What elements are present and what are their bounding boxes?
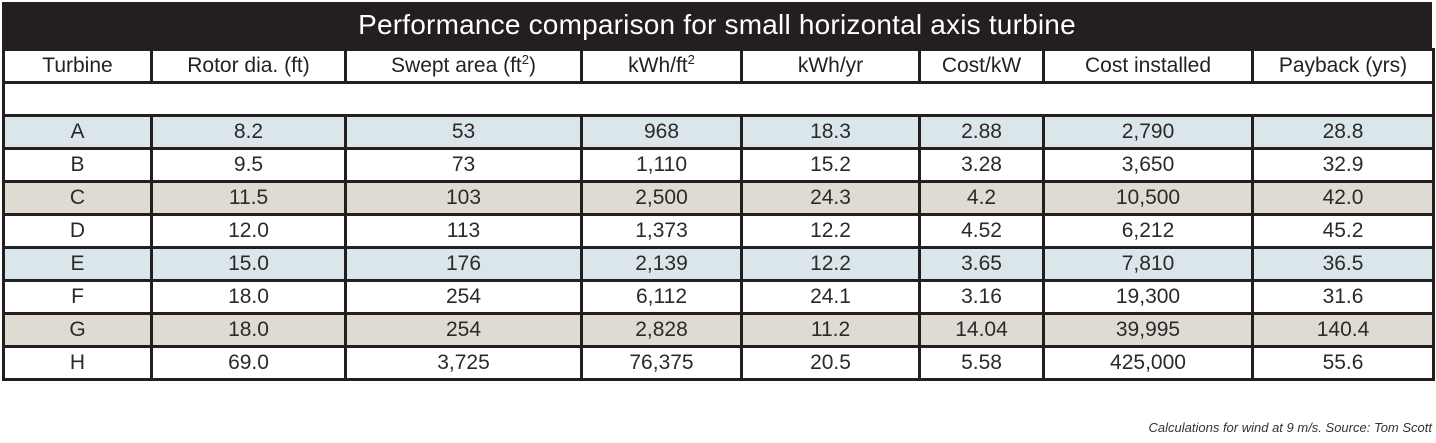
table-cell: 9.5 xyxy=(150,147,347,183)
table-cell: F xyxy=(2,279,153,315)
column-header-label: Cost/kW xyxy=(941,54,1022,77)
header-row: Turbine Rotor dia. (ft) Swept area (ft2) kW… xyxy=(2,48,1435,84)
column-header: Swept area (ft2) xyxy=(344,48,583,84)
table-row: A 8.2 53 968 18.3 2.88 2,790 28.8 xyxy=(2,114,1435,150)
table-cell: 19,300 xyxy=(1042,279,1254,315)
column-header-label: Cost installed xyxy=(1084,54,1212,77)
table-cell: 7,810 xyxy=(1042,246,1254,282)
column-header: kWh/yr xyxy=(740,48,921,84)
table-cell: 4.52 xyxy=(918,213,1045,249)
table-cell: 32.9 xyxy=(1251,147,1435,183)
table-cell: 4.2 xyxy=(918,180,1045,216)
table-cell: 3.65 xyxy=(918,246,1045,282)
turbine-comparison-table: Turbine Rotor dia. (ft) Swept area (ft2) kW… xyxy=(2,48,1435,381)
table-cell: B xyxy=(2,147,153,183)
table-cell: 53 xyxy=(344,114,583,150)
table-row: B 9.5 73 1,110 15.2 3.28 3,650 32.9 xyxy=(2,147,1435,183)
table-cell: 69.0 xyxy=(150,345,347,381)
table-cell: 42.0 xyxy=(1251,180,1435,216)
column-header: Cost/kW xyxy=(918,48,1045,84)
table-cell: 14.04 xyxy=(918,312,1045,348)
table-row: H 69.0 3,725 76,375 20.5 5.58 425,000 55.6 xyxy=(2,345,1435,381)
table-cell: 15.2 xyxy=(740,147,921,183)
table-cell: 140.4 xyxy=(1251,312,1435,348)
table-cell: 3,725 xyxy=(344,345,583,381)
table-row: C 11.5 103 2,500 24.3 4.2 10,500 42.0 xyxy=(2,180,1435,216)
table-cell: 12.0 xyxy=(150,213,347,249)
table-title: Performance comparison for small horizon… xyxy=(2,2,1432,48)
table-cell: 2,500 xyxy=(580,180,743,216)
table-cell: 73 xyxy=(344,147,583,183)
table-cell: 76,375 xyxy=(580,345,743,381)
table-cell: H xyxy=(2,345,153,381)
table-cell: 2,828 xyxy=(580,312,743,348)
table-cell: 2,139 xyxy=(580,246,743,282)
table-cell: E xyxy=(2,246,153,282)
table-cell: 3.28 xyxy=(918,147,1045,183)
turbine-table-figure: Performance comparison for small horizon… xyxy=(2,2,1435,381)
table-cell: 39,995 xyxy=(1042,312,1254,348)
column-header-label: Payback (yrs) xyxy=(1278,54,1408,77)
table-cell: 12.2 xyxy=(740,213,921,249)
table-cell: 2.88 xyxy=(918,114,1045,150)
column-header-label: kWh/yr xyxy=(797,54,864,77)
table-cell: 18.0 xyxy=(150,279,347,315)
table-cell: 3.16 xyxy=(918,279,1045,315)
table-cell: 15.0 xyxy=(150,246,347,282)
table-cell: 31.6 xyxy=(1251,279,1435,315)
column-header-label: Turbine xyxy=(42,54,113,77)
table-body: A 8.2 53 968 18.3 2.88 2,790 28.8 B 9.5 73 1,110 15.… xyxy=(2,114,1435,381)
table-row: G 18.0 254 2,828 11.2 14.04 39,995 140.4 xyxy=(2,312,1435,348)
table-cell: 10,500 xyxy=(1042,180,1254,216)
source-caption: Calculations for wind at 9 m/s. Source: … xyxy=(1148,420,1432,435)
table-cell: 254 xyxy=(344,279,583,315)
blank-row-cell xyxy=(2,81,1435,117)
column-header-label: Rotor dia. (ft) xyxy=(187,54,310,77)
table-cell: 6,212 xyxy=(1042,213,1254,249)
table-cell: 968 xyxy=(580,114,743,150)
column-header: Rotor dia. (ft) xyxy=(150,48,347,84)
table-cell: 36.5 xyxy=(1251,246,1435,282)
table-cell: 18.0 xyxy=(150,312,347,348)
column-header: Cost installed xyxy=(1042,48,1254,84)
column-header-superscript: 2 xyxy=(521,52,529,67)
table-cell: 20.5 xyxy=(740,345,921,381)
table-cell: 2,790 xyxy=(1042,114,1254,150)
table-cell: 254 xyxy=(344,312,583,348)
table-cell: 113 xyxy=(344,213,583,249)
table-cell: G xyxy=(2,312,153,348)
column-header-superscript: 2 xyxy=(687,52,695,67)
column-header: Turbine xyxy=(2,48,153,84)
table-cell: 12.2 xyxy=(740,246,921,282)
table-row: D 12.0 113 1,373 12.2 4.52 6,212 45.2 xyxy=(2,213,1435,249)
table-cell: 6,112 xyxy=(580,279,743,315)
table-cell: 11.2 xyxy=(740,312,921,348)
table-cell: C xyxy=(2,180,153,216)
table-cell: 18.3 xyxy=(740,114,921,150)
table-cell: 55.6 xyxy=(1251,345,1435,381)
table-cell: 103 xyxy=(344,180,583,216)
table-cell: D xyxy=(2,213,153,249)
table-cell: 3,650 xyxy=(1042,147,1254,183)
table-cell: 1,373 xyxy=(580,213,743,249)
table-cell: 176 xyxy=(344,246,583,282)
column-header: Payback (yrs) xyxy=(1251,48,1435,84)
table-cell: 425,000 xyxy=(1042,345,1254,381)
table-cell: 24.3 xyxy=(740,180,921,216)
column-header-label: kWh/ft xyxy=(628,54,688,77)
blank-spacer xyxy=(2,81,1435,117)
table-cell: 5.58 xyxy=(918,345,1045,381)
table-row: E 15.0 176 2,139 12.2 3.65 7,810 36.5 xyxy=(2,246,1435,282)
column-header-label: Swept area (ft xyxy=(391,54,522,77)
table-cell: 11.5 xyxy=(150,180,347,216)
table-cell: 8.2 xyxy=(150,114,347,150)
table-cell: A xyxy=(2,114,153,150)
table-cell: 24.1 xyxy=(740,279,921,315)
table-cell: 45.2 xyxy=(1251,213,1435,249)
column-header-suffix: ) xyxy=(528,54,536,77)
table-cell: 1,110 xyxy=(580,147,743,183)
table-cell: 28.8 xyxy=(1251,114,1435,150)
table-row: F 18.0 254 6,112 24.1 3.16 19,300 31.6 xyxy=(2,279,1435,315)
column-header: kWh/ft2 xyxy=(580,48,743,84)
